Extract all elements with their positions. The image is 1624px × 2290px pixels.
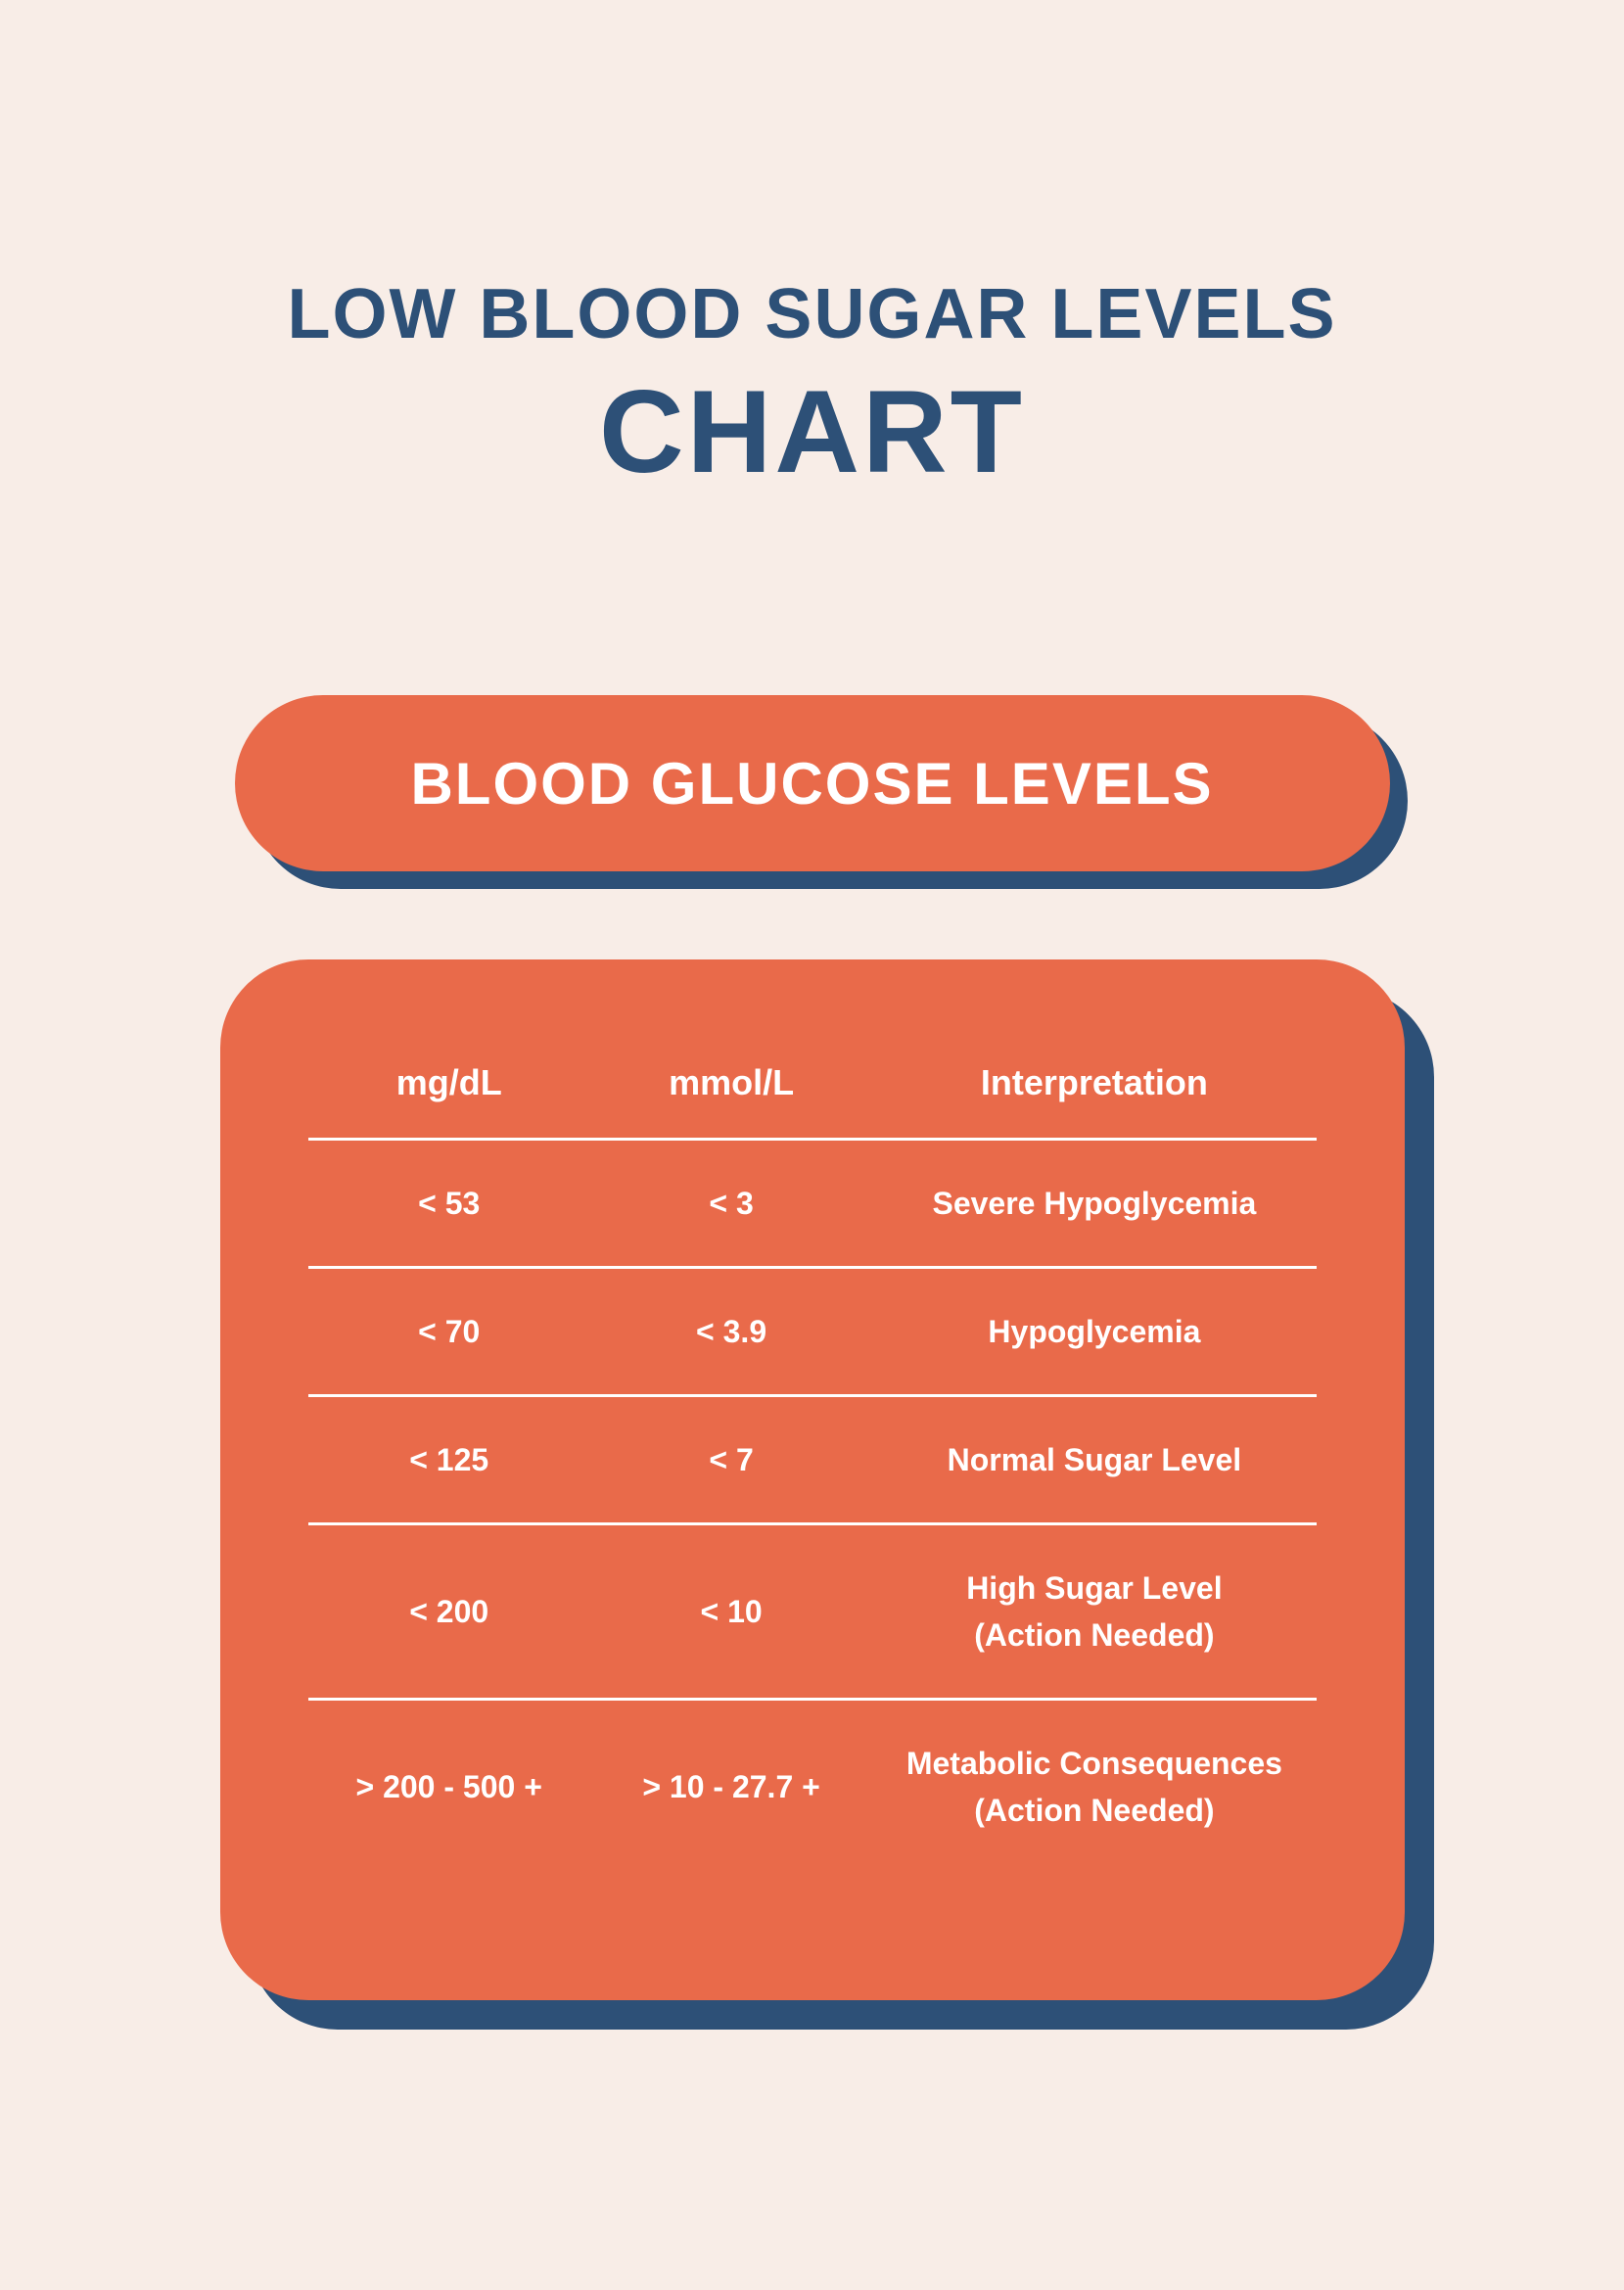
cell-mgdl: < 200 <box>308 1524 590 1700</box>
section-header-wrapper: BLOOD GLUCOSE LEVELS <box>235 695 1390 871</box>
table-row: > 200 - 500 + > 10 - 27.7 + Metabolic Co… <box>308 1700 1317 1874</box>
cell-interpretation: High Sugar Level(Action Needed) <box>872 1524 1316 1700</box>
cell-mgdl: < 53 <box>308 1140 590 1268</box>
table-body: < 53 < 3 Severe Hypoglycemia < 70 < 3.9 … <box>308 1140 1317 1874</box>
cell-mmoll: > 10 - 27.7 + <box>590 1700 872 1874</box>
page-container: LOW BLOOD SUGAR LEVELS CHART BLOOD GLUCO… <box>0 0 1624 2000</box>
title-line-2: CHART <box>196 364 1428 499</box>
cell-interpretation: Severe Hypoglycemia <box>872 1140 1316 1268</box>
cell-mgdl: < 70 <box>308 1268 590 1396</box>
cell-interpretation: Normal Sugar Level <box>872 1396 1316 1524</box>
table-header-row: mg/dL mmol/L Interpretation <box>308 1038 1317 1140</box>
section-header-pill: BLOOD GLUCOSE LEVELS <box>235 695 1390 871</box>
table-row: < 125 < 7 Normal Sugar Level <box>308 1396 1317 1524</box>
table-card: mg/dL mmol/L Interpretation < 53 < 3 Sev… <box>220 959 1405 2000</box>
cell-mmoll: < 3.9 <box>590 1268 872 1396</box>
cell-mgdl: < 125 <box>308 1396 590 1524</box>
table-header-interpretation: Interpretation <box>872 1038 1316 1140</box>
table-header-mgdl: mg/dL <box>308 1038 590 1140</box>
table-row: < 53 < 3 Severe Hypoglycemia <box>308 1140 1317 1268</box>
cell-mmoll: < 3 <box>590 1140 872 1268</box>
cell-interpretation: Hypoglycemia <box>872 1268 1316 1396</box>
cell-interpretation: Metabolic Consequences(Action Needed) <box>872 1700 1316 1874</box>
cell-mgdl: > 200 - 500 + <box>308 1700 590 1874</box>
table-row: < 70 < 3.9 Hypoglycemia <box>308 1268 1317 1396</box>
section-header-text: BLOOD GLUCOSE LEVELS <box>410 750 1213 818</box>
title-block: LOW BLOOD SUGAR LEVELS CHART <box>196 274 1428 499</box>
table-row: < 200 < 10 High Sugar Level(Action Neede… <box>308 1524 1317 1700</box>
title-line-1: LOW BLOOD SUGAR LEVELS <box>196 274 1428 354</box>
glucose-table: mg/dL mmol/L Interpretation < 53 < 3 Sev… <box>308 1038 1317 1873</box>
table-header-mmoll: mmol/L <box>590 1038 872 1140</box>
table-wrapper: mg/dL mmol/L Interpretation < 53 < 3 Sev… <box>220 959 1405 2000</box>
cell-mmoll: < 10 <box>590 1524 872 1700</box>
cell-mmoll: < 7 <box>590 1396 872 1524</box>
